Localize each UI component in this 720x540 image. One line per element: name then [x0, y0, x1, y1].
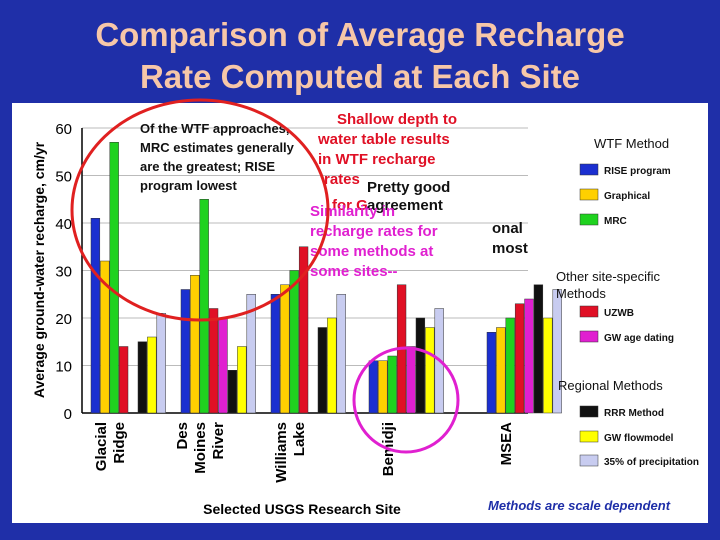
- x-tick-label: Des: [174, 422, 191, 450]
- slide-title: Comparison of Average Recharge Rate Comp…: [0, 14, 720, 98]
- bar: [336, 294, 346, 414]
- bar: [524, 298, 534, 414]
- x-tick-label: Ridge: [111, 422, 128, 464]
- bar: [156, 313, 166, 414]
- annotation-pretty-good: Pretty good: [367, 179, 450, 196]
- annotation-shallow-depth: water table results: [317, 131, 450, 148]
- legend-swatch: [579, 330, 599, 343]
- annotation-for-g-fragment: for G: [332, 197, 368, 214]
- bar: [317, 327, 328, 414]
- bar: [190, 275, 200, 414]
- x-tick-label: Williams: [273, 422, 290, 483]
- x-axis-label: Selected USGS Research Site: [203, 501, 401, 517]
- legend-swatch: [579, 213, 599, 226]
- bar: [246, 294, 256, 414]
- bar: [552, 289, 562, 414]
- annotation-similarity: some methods at: [310, 243, 433, 260]
- legend-label: 35% of precipitation: [604, 457, 699, 468]
- annotation-most-fragment: most: [492, 240, 528, 257]
- legend-swatch: [579, 430, 599, 443]
- legend-label: Graphical: [604, 191, 650, 202]
- bar: [280, 284, 290, 414]
- bar: [415, 317, 426, 414]
- x-tick-label: MSEA: [498, 422, 515, 466]
- bar: [180, 289, 191, 414]
- bar: [237, 346, 247, 414]
- annotation-similarity: some sites--: [310, 263, 398, 280]
- y-tick-label: 10: [55, 359, 72, 376]
- annotation-agreement: agreement: [367, 197, 443, 214]
- bar: [227, 370, 238, 414]
- legend-label: MRC: [604, 216, 627, 227]
- bar: [368, 360, 379, 414]
- bar: [486, 332, 497, 414]
- legend-label: GW age dating: [604, 333, 674, 344]
- legend-swatch: [579, 188, 599, 201]
- legend-label: RRR Method: [604, 408, 664, 419]
- legend-swatch: [579, 305, 599, 318]
- bar: [109, 142, 119, 414]
- x-tick-label: River: [210, 422, 227, 460]
- legend-swatch: [579, 454, 599, 467]
- y-axis-label: Average ground-water recharge, cm/yr: [31, 141, 47, 398]
- y-tick-label: 30: [55, 264, 72, 281]
- x-tick-label: Lake: [291, 422, 308, 456]
- bar: [298, 246, 309, 414]
- legend-label: RISE program: [604, 166, 671, 177]
- bar: [218, 317, 228, 414]
- y-tick-label: 40: [55, 216, 72, 233]
- annotation-wtf-note: MRC estimates generally: [140, 140, 295, 155]
- bar: [425, 327, 435, 414]
- annotation-similarity: Similarity in: [310, 203, 395, 220]
- bar: [289, 270, 299, 414]
- bar: [137, 341, 148, 414]
- highlight-circle-red: [70, 98, 330, 322]
- x-tick-label: Glacial: [93, 422, 110, 471]
- annotation-shallow-depth: Shallow depth to: [337, 111, 457, 128]
- x-tick-label: Moines: [192, 422, 209, 474]
- legend-swatch: [579, 163, 599, 176]
- bar: [406, 346, 416, 414]
- legend-label: GW flowmodel: [604, 433, 674, 444]
- bar: [147, 336, 157, 414]
- bar: [543, 317, 553, 414]
- y-tick-label: 60: [55, 121, 72, 138]
- bar: [378, 360, 388, 414]
- y-tick-label: 20: [55, 311, 72, 328]
- bar: [533, 284, 544, 414]
- bar: [208, 308, 219, 414]
- legend-header-regional: Regional Methods: [558, 378, 663, 393]
- annotation-regional-fragment: onal: [492, 220, 523, 237]
- legend-header-site: Methods: [556, 286, 606, 301]
- legend-header-wtf: WTF Method: [594, 136, 669, 151]
- bar: [118, 346, 129, 414]
- bar: [496, 327, 506, 414]
- y-tick-label: 50: [55, 169, 72, 186]
- annotation-wtf-note: Of the WTF approaches,: [140, 121, 290, 136]
- bar: [100, 260, 110, 414]
- bar: [327, 317, 337, 414]
- legend-label: UZWB: [604, 308, 634, 319]
- annotation-similarity: recharge rates for: [310, 223, 438, 240]
- y-tick-label: 0: [64, 406, 72, 423]
- bar: [270, 294, 281, 414]
- annotation-shallow-depth: in WTF recharge: [318, 151, 436, 168]
- slide-title-line2: Rate Computed at Each Site: [139, 58, 581, 95]
- slide-title-line1: Comparison of Average Recharge: [95, 16, 625, 53]
- bar: [514, 303, 525, 414]
- annotation-wtf-note: program lowest: [140, 178, 237, 193]
- bar: [505, 317, 515, 414]
- annotation-wtf-note: are the greatest; RISE: [140, 159, 275, 174]
- footnote: Methods are scale dependent: [488, 498, 671, 513]
- annotation-shallow-depth: rates: [324, 171, 360, 188]
- bar: [90, 218, 101, 414]
- highlight-circle-magenta: [352, 346, 460, 454]
- legend-swatch: [579, 405, 599, 418]
- bar: [387, 355, 397, 414]
- bar: [199, 199, 209, 414]
- legend-header-site: Other site-specific: [556, 269, 661, 284]
